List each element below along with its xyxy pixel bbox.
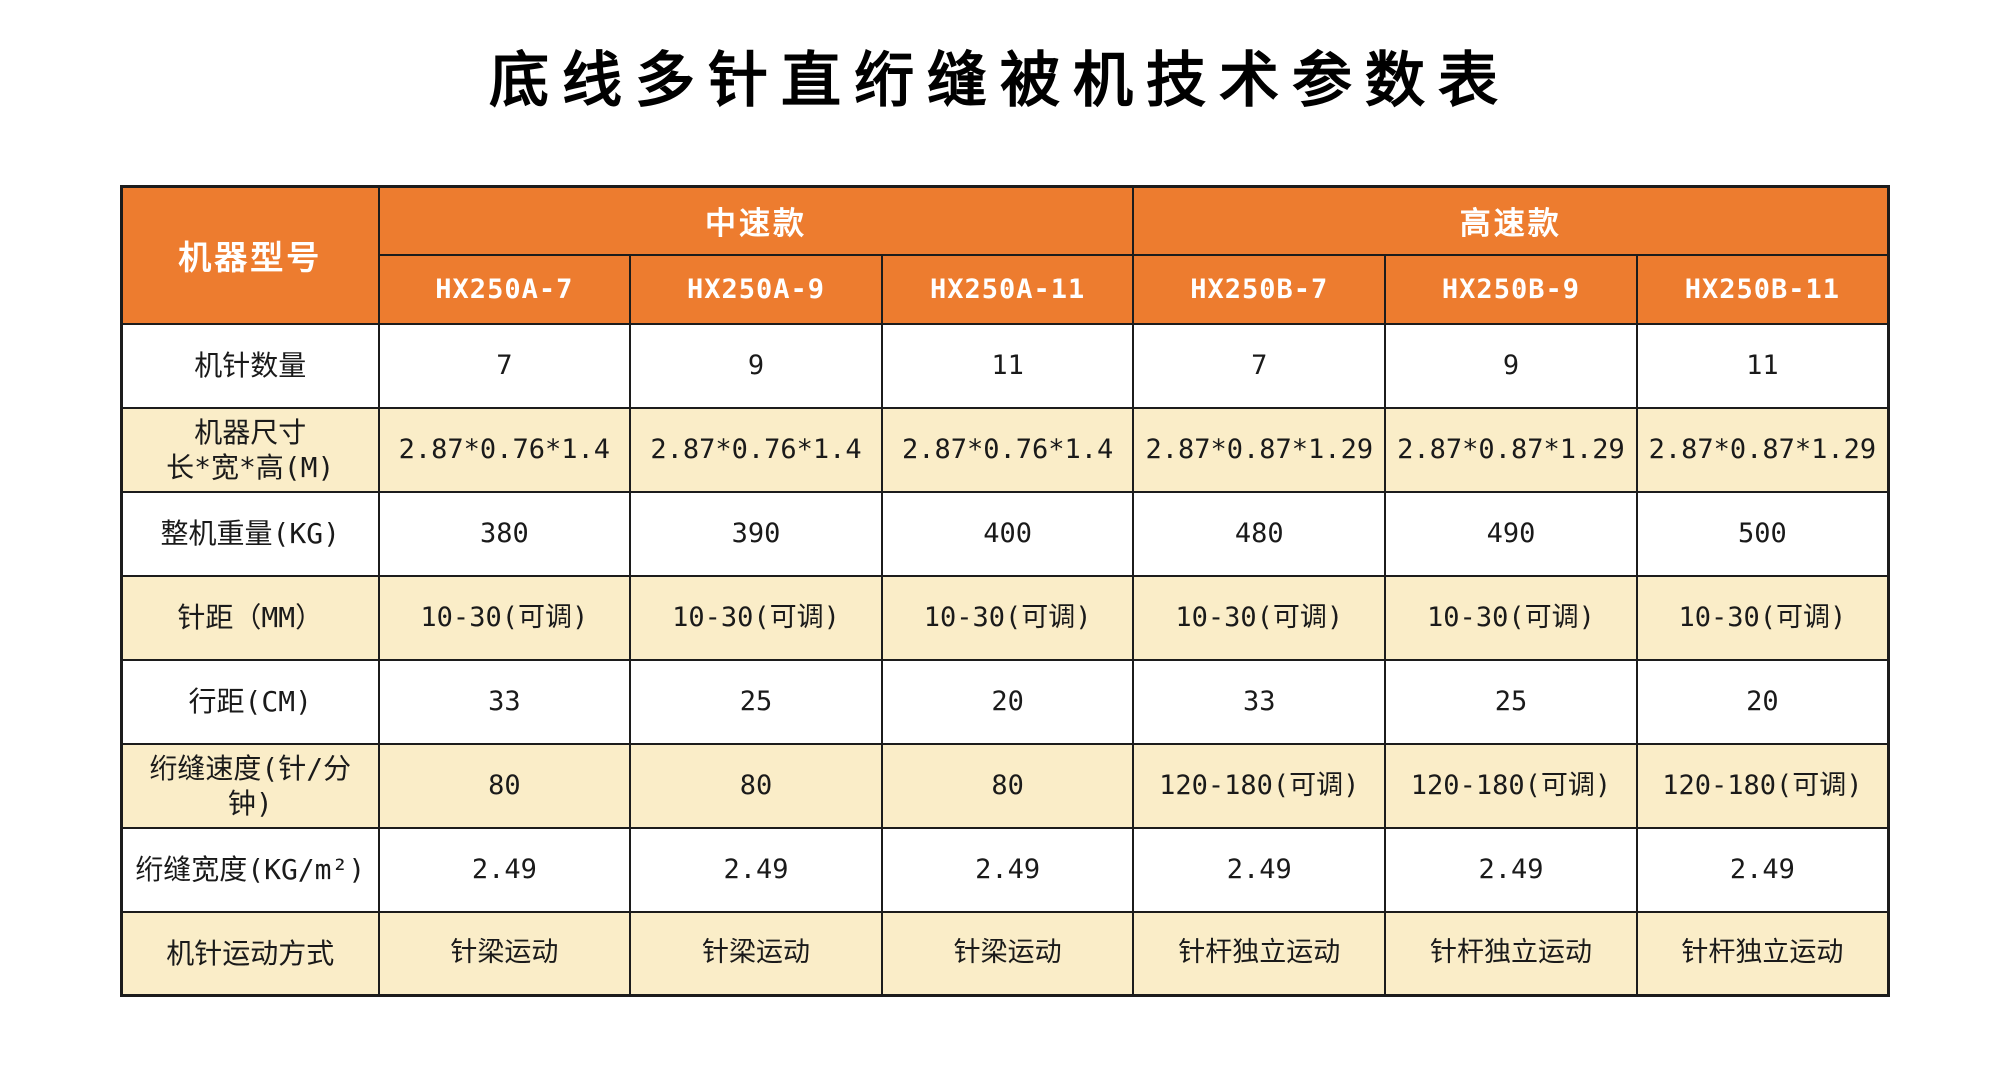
cell-value: 2.49 (1132, 826, 1387, 913)
cell-value: 480 (1132, 490, 1387, 577)
cell-value: 80 (880, 742, 1135, 829)
cell-value: 针梁运动 (880, 910, 1135, 997)
row-label-needle-pitch: 针距（MM） (120, 574, 380, 661)
cell-value: 2.87*0.76*1.4 (880, 406, 1135, 493)
table-row-row-spacing: 行距(CM) 33 25 20 33 25 20 (120, 658, 1890, 745)
cell-value: 80 (629, 742, 883, 829)
cell-value: 120-180(可调) (1132, 742, 1387, 829)
cell-value: 2.49 (629, 826, 883, 913)
cell-value: 2.87*0.87*1.29 (1635, 406, 1890, 493)
cell-value: 20 (1635, 658, 1890, 745)
page-title: 底线多针直绗缝被机技术参数表 (489, 46, 1511, 116)
cell-value: 针梁运动 (629, 910, 883, 997)
model-header-hx250b-9: HX250B-9 (1384, 253, 1638, 325)
table-row-quilting-speed: 绗缝速度(针/分 钟) 80 80 80 120-180(可调) 120-180… (120, 742, 1890, 829)
cell-value: 针梁运动 (377, 910, 632, 997)
cell-value: 7 (377, 322, 632, 409)
header-row-groups: 机器型号 中速款 高速款 (120, 185, 1890, 325)
cell-value: 10-30(可调) (1132, 574, 1387, 661)
cell-value: 500 (1635, 490, 1890, 577)
corner-header-machine-model: 机器型号 (120, 185, 380, 325)
cell-value: 33 (377, 658, 632, 745)
cell-value: 120-180(可调) (1635, 742, 1890, 829)
cell-value: 2.87*0.76*1.4 (629, 406, 883, 493)
cell-value: 80 (377, 742, 632, 829)
cell-value: 33 (1132, 658, 1387, 745)
cell-value: 9 (629, 322, 883, 409)
table-row-quilting-width: 绗缝宽度(KG/m²) 2.49 2.49 2.49 2.49 2.49 2.4… (120, 826, 1890, 913)
model-header-hx250a-11: HX250A-11 (880, 253, 1135, 325)
cell-value: 2.49 (377, 826, 632, 913)
row-label-needle-count: 机针数量 (120, 322, 380, 409)
model-header-hx250a-9: HX250A-9 (629, 253, 883, 325)
spec-table-container: 机器型号 中速款 高速款 HX250A-7 HX250A-9 HX250A-11… (120, 185, 1890, 997)
row-label-needle-motion: 机针运动方式 (120, 910, 380, 997)
cell-value: 2.87*0.87*1.29 (1384, 406, 1638, 493)
table-row-machine-weight: 整机重量(KG) 380 390 400 480 490 500 (120, 490, 1890, 577)
cell-value: 2.49 (880, 826, 1135, 913)
group-header-high-speed: 高速款 (1132, 185, 1890, 256)
cell-value: 2.49 (1384, 826, 1638, 913)
table-row-needle-count: 机针数量 7 9 11 7 9 11 (120, 322, 1890, 409)
cell-value: 400 (880, 490, 1135, 577)
cell-value: 10-30(可调) (629, 574, 883, 661)
cell-value: 2.87*0.76*1.4 (377, 406, 632, 493)
cell-value: 针杆独立运动 (1132, 910, 1387, 997)
cell-value: 10-30(可调) (880, 574, 1135, 661)
cell-value: 10-30(可调) (1384, 574, 1638, 661)
table-row-needle-pitch: 针距（MM） 10-30(可调) 10-30(可调) 10-30(可调) 10-… (120, 574, 1890, 661)
cell-value: 11 (1635, 322, 1890, 409)
cell-value: 7 (1132, 322, 1387, 409)
cell-value: 490 (1384, 490, 1638, 577)
spec-table: 机器型号 中速款 高速款 HX250A-7 HX250A-9 HX250A-11… (120, 185, 1890, 997)
model-header-hx250b-7: HX250B-7 (1132, 253, 1387, 325)
header-row-models: HX250A-7 HX250A-9 HX250A-11 HX250B-7 HX2… (122, 253, 1890, 325)
row-label-row-spacing: 行距(CM) (120, 658, 380, 745)
row-label-quilting-speed: 绗缝速度(针/分 钟) (120, 742, 380, 829)
row-label-machine-size: 机器尺寸 长*宽*高(M) (120, 406, 380, 493)
table-row-needle-motion: 机针运动方式 针梁运动 针梁运动 针梁运动 针杆独立运动 针杆独立运动 针杆独立… (120, 910, 1890, 997)
cell-value: 380 (377, 490, 632, 577)
table-row-machine-size: 机器尺寸 长*宽*高(M) 2.87*0.76*1.4 2.87*0.76*1.… (120, 406, 1890, 493)
group-header-medium-speed: 中速款 (377, 185, 1135, 256)
cell-value: 25 (1384, 658, 1638, 745)
cell-value: 20 (880, 658, 1135, 745)
model-header-hx250b-11: HX250B-11 (1635, 253, 1890, 325)
cell-value: 11 (880, 322, 1135, 409)
model-header-hx250a-7: HX250A-7 (377, 253, 632, 325)
cell-value: 针杆独立运动 (1635, 910, 1890, 997)
cell-value: 25 (629, 658, 883, 745)
cell-value: 390 (629, 490, 883, 577)
cell-value: 9 (1384, 322, 1638, 409)
row-label-machine-weight: 整机重量(KG) (120, 490, 380, 577)
cell-value: 10-30(可调) (1635, 574, 1890, 661)
cell-value: 2.87*0.87*1.29 (1132, 406, 1387, 493)
cell-value: 2.49 (1635, 826, 1890, 913)
cell-value: 120-180(可调) (1384, 742, 1638, 829)
cell-value: 10-30(可调) (377, 574, 632, 661)
row-label-quilting-width: 绗缝宽度(KG/m²) (120, 826, 380, 913)
cell-value: 针杆独立运动 (1384, 910, 1638, 997)
